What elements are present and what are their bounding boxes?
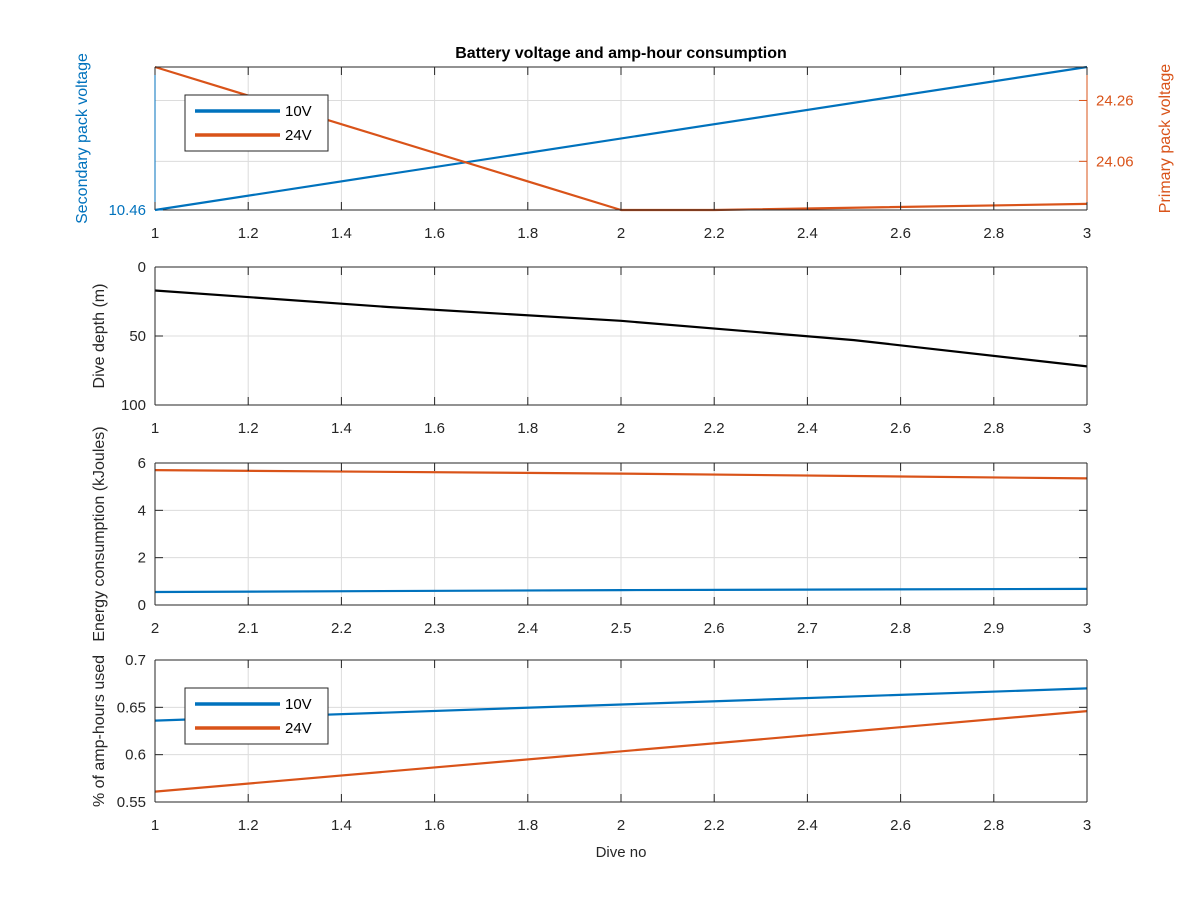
x-tick-label: 2.9 xyxy=(983,620,1004,637)
x-tick-label: 1.8 xyxy=(517,225,538,242)
y-tick-label: 2 xyxy=(138,550,146,567)
y-tick-label-right: 24.26 xyxy=(1096,92,1134,109)
x-tick-label: 2.1 xyxy=(238,620,259,637)
x-tick-label: 2.8 xyxy=(890,620,911,637)
x-tick-label: 2.4 xyxy=(517,620,538,637)
y-axis-label: Energy consumption (kJoules) xyxy=(91,426,108,641)
x-tick-label: 1.2 xyxy=(238,420,259,437)
x-tick-label: 1 xyxy=(151,420,159,437)
x-tick-label: 2.4 xyxy=(797,225,818,242)
x-tick-label: 2.4 xyxy=(797,817,818,834)
legend-entry: 10V xyxy=(285,696,312,713)
x-tick-label: 3 xyxy=(1083,225,1091,242)
x-tick-label: 3 xyxy=(1083,420,1091,437)
x-tick-label: 2 xyxy=(617,225,625,242)
x-tick-label: 2.8 xyxy=(983,225,1004,242)
chart-depth: 1 1.2 1.4 1.6 1.8 2 2.2 2.4 2.6 2.8 3 0 50 100 Dive de… xyxy=(91,259,1091,437)
chart-amphours: 1 1.2 1.4 1.6 1.8 2 2.2 2.4 2.6 2.8 3 0.55 0.6 0.65 0.… xyxy=(91,652,1091,861)
y-tick-label: 0.65 xyxy=(117,699,146,716)
series-line-24v xyxy=(154,710,1088,793)
series-line-1 xyxy=(154,587,1088,594)
x-tick-label: 2.2 xyxy=(331,620,352,637)
chart-title: Battery voltage and amp-hour consumption xyxy=(455,45,787,62)
y-axis-label: % of amp-hours used xyxy=(91,655,108,807)
x-tick-label: 3 xyxy=(1083,620,1091,637)
x-tick-label: 2.6 xyxy=(890,225,911,242)
x-tick-label: 2.6 xyxy=(890,817,911,834)
y-axis-label: Dive depth (m) xyxy=(91,284,108,389)
x-tick-label: 1.6 xyxy=(424,225,445,242)
x-tick-label: 1.6 xyxy=(424,817,445,834)
y-tick-label: 0.55 xyxy=(117,794,146,811)
x-tick-label: 2.6 xyxy=(890,420,911,437)
y-axis-label: Secondary pack voltage xyxy=(74,53,91,224)
x-axis-label: Dive no xyxy=(596,844,647,861)
x-tick-label: 2.7 xyxy=(797,620,818,637)
y-tick-label: 0.6 xyxy=(125,747,146,764)
x-tick-label: 1.8 xyxy=(517,420,538,437)
legend-box xyxy=(184,94,329,152)
series-line-0 xyxy=(154,289,1088,368)
x-tick-label: 1.4 xyxy=(331,420,352,437)
x-tick-label: 2.6 xyxy=(704,620,725,637)
series-line-10v xyxy=(154,65,1088,212)
legend-entry: 10V xyxy=(285,103,312,120)
x-tick-label: 2.8 xyxy=(983,420,1004,437)
x-tick-label: 3 xyxy=(1083,817,1091,834)
x-tick-label: 2 xyxy=(617,420,625,437)
legend-entry: 24V xyxy=(285,127,312,144)
x-tick-label: 2 xyxy=(617,817,625,834)
x-tick-label: 1.4 xyxy=(331,817,352,834)
x-tick-label: 2.2 xyxy=(704,225,725,242)
y-axis-label-right: Primary pack voltage xyxy=(1157,64,1174,213)
x-tick-label: 1 xyxy=(151,817,159,834)
y-tick-label: 0 xyxy=(138,259,146,276)
x-tick-label: 1 xyxy=(151,225,159,242)
y-tick-label: 4 xyxy=(138,502,146,519)
x-tick-label: 2 xyxy=(151,620,159,637)
x-tick-label: 2.2 xyxy=(704,817,725,834)
y-tick-label: 10.46 xyxy=(108,202,146,219)
x-tick-label: 1.8 xyxy=(517,817,538,834)
y-tick-label: 0 xyxy=(138,597,146,614)
y-tick-label: 100 xyxy=(121,397,146,414)
x-tick-label: 1.2 xyxy=(238,225,259,242)
chart-energy: 2 2.1 2.2 2.3 2.4 2.5 2.6 2.7 2.8 2.9 30246Energy … xyxy=(91,426,1091,641)
y-tick-label: 6 xyxy=(138,455,146,472)
legend-box xyxy=(184,687,329,745)
x-tick-label: 2.4 xyxy=(797,420,818,437)
x-tick-label: 1.4 xyxy=(331,225,352,242)
x-tick-label: 2.8 xyxy=(983,817,1004,834)
chart-voltage: 1 1.2 1.4 1.6 1.8 2 2.2 2.4 2.6 2.8 3 10.46 24.06 24.… xyxy=(74,45,1174,242)
x-tick-label: 2.2 xyxy=(704,420,725,437)
y-tick-label-right: 24.06 xyxy=(1096,153,1134,170)
x-tick-label: 1.2 xyxy=(238,817,259,834)
series-line-0 xyxy=(154,469,1088,480)
y-tick-label: 50 xyxy=(129,328,146,345)
legend-entry: 24V xyxy=(285,720,312,737)
y-tick-label: 0.7 xyxy=(125,652,146,669)
x-tick-label: 1.6 xyxy=(424,420,445,437)
x-tick-label: 2.3 xyxy=(424,620,445,637)
x-tick-label: 2.5 xyxy=(611,620,632,637)
